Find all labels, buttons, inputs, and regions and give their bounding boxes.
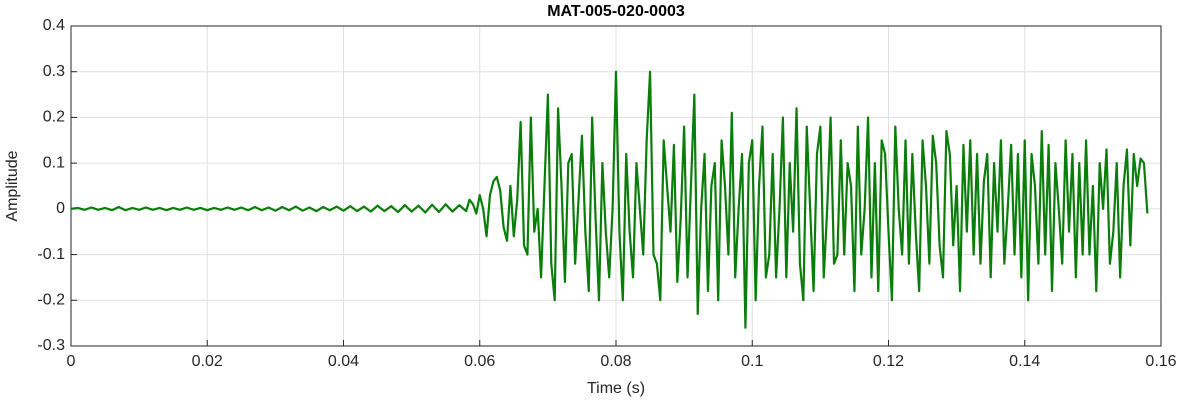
x-tick-label: 0.02 [192, 353, 223, 370]
x-tick-label: 0.16 [1145, 353, 1176, 370]
x-tick-label: 0.04 [328, 353, 359, 370]
x-tick-label: 0.08 [600, 353, 631, 370]
y-tick-label: 0 [56, 200, 65, 217]
y-tick-label: 0.3 [43, 63, 65, 80]
y-tick-label: 0.2 [43, 109, 65, 126]
plot-frame [70, 25, 1162, 347]
y-axis-label: Amplitude [4, 150, 21, 221]
x-tick-label: 0.1 [741, 353, 763, 370]
x-tick-label: 0.06 [464, 353, 495, 370]
series-line [70, 70, 1149, 329]
y-tick-label: -0.3 [37, 337, 65, 354]
chart-title: MAT-005-020-0003 [547, 3, 685, 20]
y-tick-label: 0.1 [43, 154, 65, 171]
y-tick-label: -0.1 [37, 246, 65, 263]
x-tick-label: 0.14 [1009, 353, 1040, 370]
y-tick-label: 0.4 [43, 17, 65, 34]
x-tick-label: 0 [67, 353, 76, 370]
x-axis-label: Time (s) [587, 380, 645, 397]
x-tick-label: 0.12 [873, 353, 904, 370]
y-tick-label: -0.2 [37, 292, 65, 309]
